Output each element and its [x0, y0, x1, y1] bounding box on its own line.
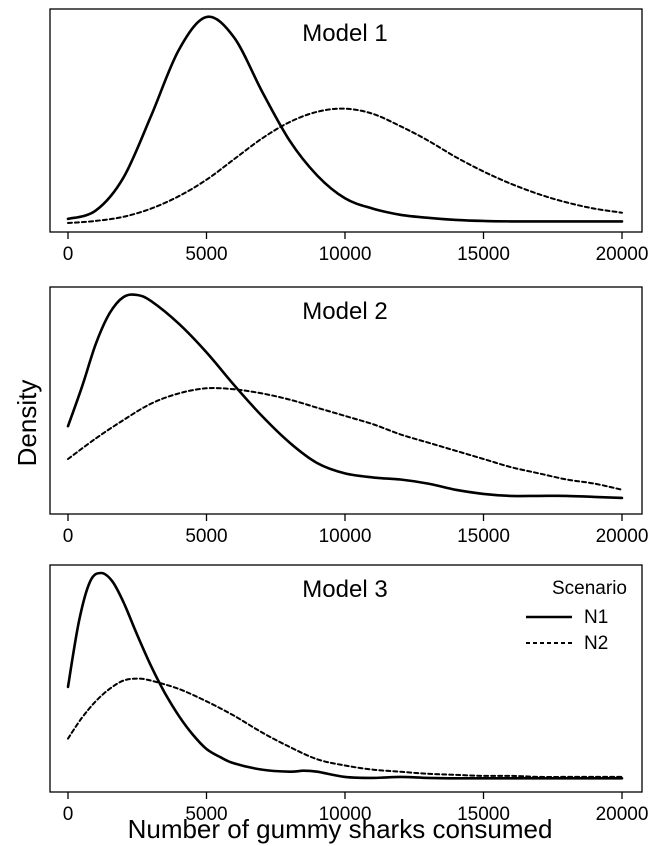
x-tick-label: 20000 [596, 526, 649, 547]
x-tick-label: 10000 [319, 804, 372, 825]
x-tick-label: 0 [63, 804, 74, 825]
legend-label-n2: N2 [584, 633, 608, 654]
x-tick-label: 5000 [185, 804, 227, 825]
panel-title: Model 2 [302, 298, 387, 325]
x-tick-label: 15000 [457, 804, 510, 825]
series-line-n1 [66, 571, 624, 780]
x-tick-label: 0 [63, 526, 74, 547]
panel-title: Model 1 [302, 20, 387, 47]
series-line-n2 [67, 387, 623, 491]
plot-frame [49, 8, 643, 233]
plot-frame [49, 564, 643, 793]
legend-title: Scenario [552, 578, 627, 599]
panels: Model 1 0 5000 10000 15000 20000 Model 2 0 5000 1… [49, 8, 649, 825]
series-line-n1 [66, 15, 624, 223]
x-tick-label: 20000 [596, 804, 649, 825]
legend: Scenario N1 N2 [526, 578, 627, 654]
panel-model-1: Model 1 0 5000 10000 15000 20000 [49, 8, 649, 265]
panel-model-2: Model 2 0 5000 10000 15000 20000 [49, 286, 649, 547]
series-line-n2 [67, 677, 623, 778]
x-tick-label: 15000 [457, 526, 510, 547]
x-axis-label: Number of gummy sharks consumed [128, 814, 553, 844]
panel-model-3: Model 3 0 5000 10000 15000 20000 [49, 564, 649, 825]
x-tick-label: 5000 [185, 244, 227, 265]
x-tick-label: 0 [63, 244, 74, 265]
plot-frame [49, 286, 643, 515]
x-tick-label: 10000 [319, 244, 372, 265]
panel-title: Model 3 [302, 576, 387, 603]
y-axis-label: Density [12, 380, 42, 467]
x-tick-label: 20000 [596, 244, 649, 265]
x-tick-label: 5000 [185, 526, 227, 547]
legend-label-n1: N1 [584, 607, 608, 628]
x-tick-label: 10000 [319, 526, 372, 547]
series-line-n1 [66, 293, 624, 500]
series-line-n2 [67, 107, 623, 224]
x-tick-label: 15000 [457, 244, 510, 265]
